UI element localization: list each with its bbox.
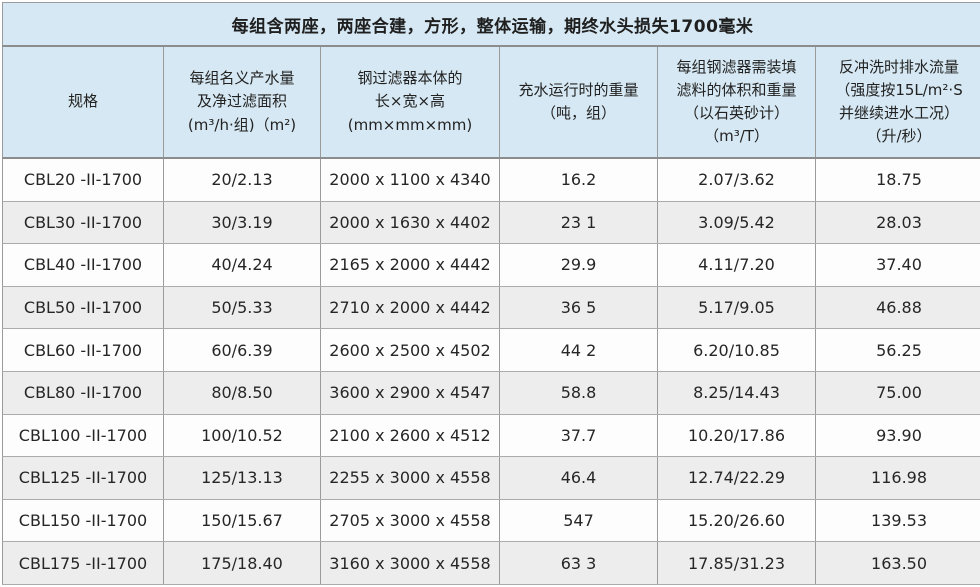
table-cell: 10.20/17.86 — [657, 413, 816, 458]
table-cell: 36 5 — [499, 285, 658, 330]
table-cell: 58.8 — [499, 370, 658, 415]
table-row: CBL60 -II-1700 60/6.39 2600 x 2500 x 450… — [2, 328, 980, 372]
table-cell: 18.75 — [814, 157, 980, 202]
table-header-row: 规格 每组名义产水量 及净过滤面积 (m³/h·组)（m²) 钢过滤器本体的 长… — [2, 46, 980, 159]
table-cell: 125/13.13 — [163, 456, 321, 500]
table-row: CBL50 -II-1700 50/5.33 2710 x 2000 x 444… — [2, 285, 980, 330]
table-cell: 46.88 — [814, 285, 980, 330]
table-cell: 2000 x 1100 x 4340 — [320, 157, 500, 202]
table-cell: 16.2 — [499, 157, 658, 202]
table-cell: 29.9 — [499, 243, 658, 287]
column-header-media-volume-weight: 每组钢滤器需装填 滤料的体积和重量 （以石英砂计） （m³/T） — [657, 46, 816, 159]
table-cell-spec: CBL30 -II-1700 — [2, 200, 164, 245]
table-cell: 4.11/7.20 — [657, 243, 816, 287]
table-cell-spec: CBL175 -II-1700 — [2, 541, 164, 585]
table-cell: 150/15.67 — [163, 498, 321, 543]
table-row: CBL20 -II-1700 20/2.13 2000 x 1100 x 434… — [2, 157, 980, 202]
table-cell: 63 3 — [499, 541, 658, 585]
table-cell: 56.25 — [814, 328, 980, 372]
table-cell: 2100 x 2600 x 4512 — [320, 413, 500, 458]
table-cell: 8.25/14.43 — [657, 370, 816, 415]
column-header-dimensions: 钢过滤器本体的 长×宽×高 (mm×mm×mm) — [320, 46, 500, 159]
table-cell: 2705 x 3000 x 4558 — [320, 498, 500, 543]
table-cell-spec: CBL100 -II-1700 — [2, 413, 164, 458]
table-cell-spec: CBL40 -II-1700 — [2, 243, 164, 287]
table-cell-spec: CBL125 -II-1700 — [2, 456, 164, 500]
table-row: CBL30 -II-1700 30/3.19 2000 x 1630 x 440… — [2, 200, 980, 245]
table-cell: 20/2.13 — [163, 157, 321, 202]
table-title-row: 每组含两座，两座合建，方形，整体运输，期终水头损失1700毫米 — [2, 2, 980, 47]
table-cell: 116.98 — [814, 456, 980, 500]
column-header-spec: 规格 — [2, 46, 164, 159]
table-cell: 37.7 — [499, 413, 658, 458]
table-cell: 6.20/10.85 — [657, 328, 816, 372]
table-cell: 163.50 — [814, 541, 980, 585]
table-cell: 3600 x 2900 x 4547 — [320, 370, 500, 415]
table-cell: 3160 x 3000 x 4558 — [320, 541, 500, 585]
table-cell: 5.17/9.05 — [657, 285, 816, 330]
table-cell: 23 1 — [499, 200, 658, 245]
table-cell: 17.85/31.23 — [657, 541, 816, 585]
table-row: CBL175 -II-1700 175/18.40 3160 x 3000 x … — [2, 541, 980, 585]
table-cell: 12.74/22.29 — [657, 456, 816, 500]
table-row: CBL80 -II-1700 80/8.50 3600 x 2900 x 454… — [2, 370, 980, 415]
column-header-output-and-filter-area: 每组名义产水量 及净过滤面积 (m³/h·组)（m²) — [163, 46, 321, 159]
table-cell: 3.09/5.42 — [657, 200, 816, 245]
table-cell: 28.03 — [814, 200, 980, 245]
table-cell: 2.07/3.62 — [657, 157, 816, 202]
table-cell: 60/6.39 — [163, 328, 321, 372]
table-cell-spec: CBL50 -II-1700 — [2, 285, 164, 330]
table-cell: 2165 x 2000 x 4442 — [320, 243, 500, 287]
table-cell: 37.40 — [814, 243, 980, 287]
table-cell: 75.00 — [814, 370, 980, 415]
table-cell: 30/3.19 — [163, 200, 321, 245]
table-row: CBL100 -II-1700 100/10.52 2100 x 2600 x … — [2, 413, 980, 458]
table-row: CBL150 -II-1700 150/15.67 2705 x 3000 x … — [2, 498, 980, 543]
table-cell-spec: CBL150 -II-1700 — [2, 498, 164, 543]
table-cell: 50/5.33 — [163, 285, 321, 330]
column-header-operating-weight: 充水运行时的重量 （吨，组） — [499, 46, 658, 159]
table-cell: 139.53 — [814, 498, 980, 543]
table-cell: 93.90 — [814, 413, 980, 458]
table-cell: 40/4.24 — [163, 243, 321, 287]
table-row: CBL40 -II-1700 40/4.24 2165 x 2000 x 444… — [2, 243, 980, 287]
table-cell: 46.4 — [499, 456, 658, 500]
column-header-backwash-flow: 反冲洗时排水流量 （强度按15L/m²·S 并继续进水工况） （升/秒） — [814, 46, 980, 159]
table-cell: 44 2 — [499, 328, 658, 372]
table-row: CBL125 -II-1700 125/13.13 2255 x 3000 x … — [2, 456, 980, 500]
table-cell: 100/10.52 — [163, 413, 321, 458]
table-cell-spec: CBL60 -II-1700 — [2, 328, 164, 372]
table-cell: 2255 x 3000 x 4558 — [320, 456, 500, 500]
table-cell: 2710 x 2000 x 4442 — [320, 285, 500, 330]
table-cell: 80/8.50 — [163, 370, 321, 415]
table-cell-spec: CBL20 -II-1700 — [2, 157, 164, 202]
table-cell: 15.20/26.60 — [657, 498, 816, 543]
table-cell-spec: CBL80 -II-1700 — [2, 370, 164, 415]
table-title: 每组含两座，两座合建，方形，整体运输，期终水头损失1700毫米 — [2, 2, 980, 47]
table-cell: 2600 x 2500 x 4502 — [320, 328, 500, 372]
table-cell: 2000 x 1630 x 4402 — [320, 200, 500, 245]
table-cell: 175/18.40 — [163, 541, 321, 585]
table-cell: 547 — [499, 498, 658, 543]
